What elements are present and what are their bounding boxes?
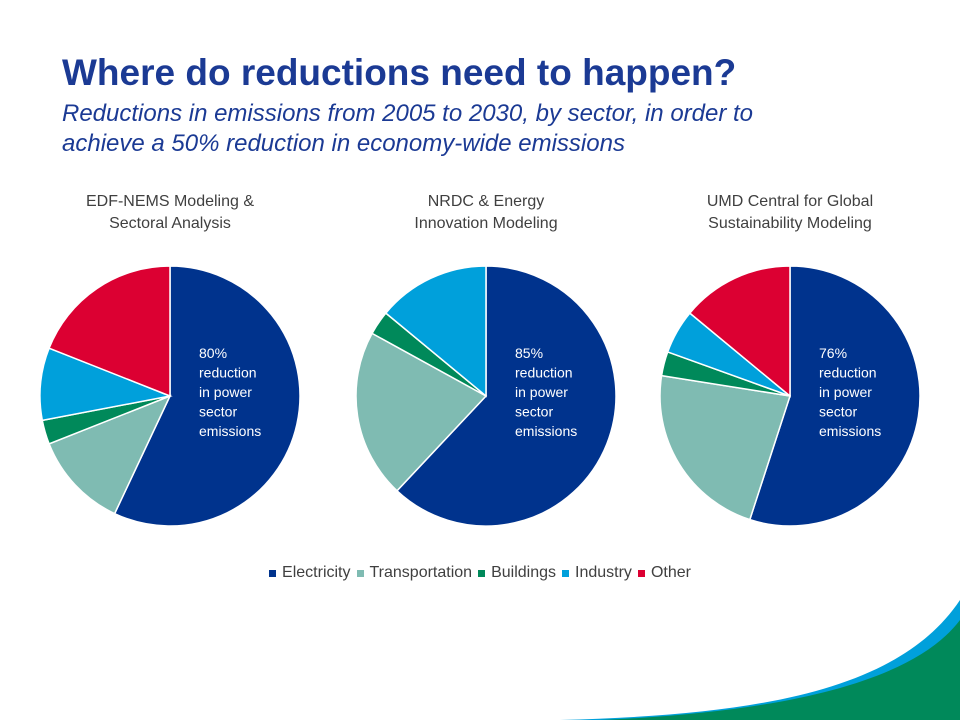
pie-slice <box>659 374 791 521</box>
legend-swatch <box>562 569 570 577</box>
annotation: sector <box>819 404 857 420</box>
legend-swatch <box>637 569 645 577</box>
legend-label: Industry <box>575 564 632 581</box>
decoration <box>600 620 960 720</box>
annotation: reduction <box>199 365 257 381</box>
chart-title: Sustainability Modeling <box>708 215 872 232</box>
legend-label: Buildings <box>491 564 557 581</box>
pie-slice <box>395 265 617 527</box>
annotation: emissions <box>819 423 881 439</box>
legend: Electricity Transportation Buildings Indust… <box>0 564 960 582</box>
chart-title: EDF-NEMS Modeling & <box>85 193 255 210</box>
legend-item: Other <box>637 564 691 582</box>
pie-slice <box>384 265 487 398</box>
pie-slice <box>748 265 921 527</box>
annotation: 85% <box>515 345 543 361</box>
pie-slice <box>688 265 791 398</box>
subtitle: achieve a 50% reduction in economy-wide … <box>62 130 625 157</box>
legend-swatch <box>269 569 277 577</box>
annotation: reduction <box>819 365 877 381</box>
legend-label: Transportation <box>369 564 473 581</box>
annotation: reduction <box>515 365 573 381</box>
chart-title: NRDC & Energy <box>427 193 545 210</box>
annotation: sector <box>199 404 237 420</box>
annotation: 76% <box>819 345 847 361</box>
legend-item: Buildings <box>478 564 556 582</box>
legend-item: Transportation <box>356 564 473 582</box>
annotation: sector <box>515 404 553 420</box>
legend-label: Electricity <box>282 564 351 581</box>
annotation: emissions <box>199 423 261 439</box>
chart-title: UMD Central for Global <box>706 193 874 210</box>
title: Where do reductions need to happen? <box>62 52 737 93</box>
pie-slice <box>48 265 171 398</box>
legend-swatch <box>356 569 364 577</box>
legend-label: Other <box>650 564 691 581</box>
annotation: emissions <box>515 423 577 439</box>
annotation: in power <box>199 384 252 400</box>
pie-slice <box>355 332 488 492</box>
chart-title: Innovation Modeling <box>414 215 558 232</box>
legend-item: Industry <box>562 564 632 582</box>
subtitle: Reductions in emissions from 2005 to 203… <box>62 100 754 127</box>
chart-title: Sectoral Analysis <box>109 215 231 232</box>
pie-slice <box>113 265 301 527</box>
annotation: in power <box>515 384 568 400</box>
legend-item: Electricity <box>269 564 351 582</box>
legend-swatch <box>478 569 486 577</box>
annotation: in power <box>819 384 872 400</box>
annotation: 80% <box>199 345 227 361</box>
pie-slice <box>48 394 172 515</box>
